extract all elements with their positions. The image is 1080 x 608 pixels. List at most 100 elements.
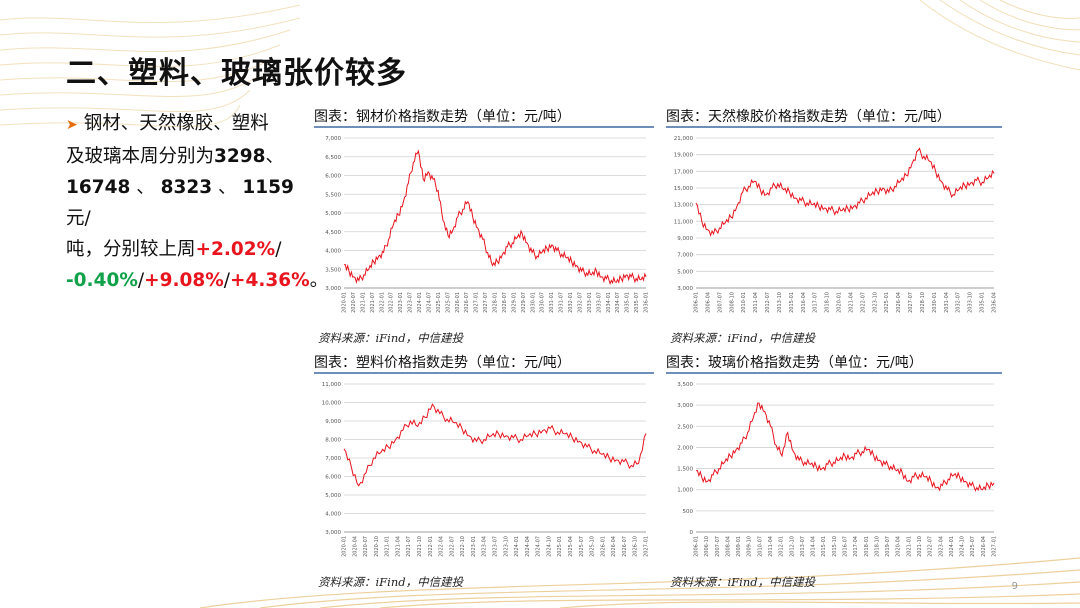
chart-source: 资料来源：iFind，中信建投 <box>670 575 816 589</box>
x-tick-label: 2025-07 <box>445 292 451 313</box>
plastic-change: +9.08% <box>144 270 224 291</box>
y-tick-label: 1,000 <box>677 488 693 494</box>
y-tick-label: 5,000 <box>677 269 693 275</box>
separator: / <box>275 239 282 260</box>
y-tick-label: 8,000 <box>325 438 341 444</box>
series-line <box>695 402 995 492</box>
x-tick-label: 2024-01 <box>949 536 955 557</box>
glass-change: +4.36% <box>230 270 310 291</box>
x-tick-label: 2035-01 <box>980 292 986 313</box>
x-tick-label: 2010-01 <box>741 292 747 313</box>
x-tick-label: 2024-01 <box>514 536 520 557</box>
series-line <box>343 403 647 487</box>
x-tick-label: 2033-07 <box>596 292 602 313</box>
y-tick-label: 500 <box>683 509 694 515</box>
x-tick-label: 2032-01 <box>568 292 574 313</box>
x-tick-label: 2020-04 <box>896 536 902 557</box>
x-tick-label: 2032-07 <box>577 292 583 313</box>
separator: / <box>223 270 231 291</box>
x-tick-label: 2015-01 <box>789 292 795 313</box>
x-tick-label: 2016-04 <box>801 292 807 313</box>
x-tick-label: 2022-07 <box>449 536 455 557</box>
x-tick-label: 2027-01 <box>644 536 650 557</box>
x-tick-label: 2024-07 <box>426 292 432 313</box>
y-tick-label: 19,000 <box>674 153 694 159</box>
separator: 、 <box>130 177 161 198</box>
x-tick-label: 2016-07 <box>843 536 849 557</box>
x-tick-label: 2028-01 <box>493 292 499 313</box>
rubber-change: -0.40% <box>66 270 138 291</box>
y-tick-label: 21,000 <box>674 136 694 142</box>
x-tick-label: 2020-04 <box>352 536 358 557</box>
x-tick-label: 2025-01 <box>884 292 890 313</box>
page-title: 二、塑料、玻璃张价较多 <box>66 56 407 91</box>
x-tick-label: 2021-01 <box>385 536 391 557</box>
x-tick-label: 2023-10 <box>872 292 878 313</box>
x-tick-label: 2008-04 <box>725 536 731 557</box>
chart-glass: 图表：玻璃价格指数走势（单位：元/吨） 0 500 1,000 1,500 2,000 2… <box>666 352 1002 592</box>
x-tick-label: 2029-01 <box>511 292 517 313</box>
x-tick-label: 2030-01 <box>530 292 536 313</box>
chart-title: 图表：塑料价格指数走势（单位：元/吨） <box>314 355 571 371</box>
x-tick-label: 2011-04 <box>753 292 759 313</box>
x-tick-label: 2023-07 <box>408 292 414 313</box>
corner-decoration-top-left <box>0 4 300 127</box>
x-tick-label: 2011-04 <box>768 536 774 557</box>
x-tick-label: 2022-01 <box>428 536 434 557</box>
series-line <box>343 149 647 286</box>
summary-line4: 吨，分别较上周 <box>66 239 196 260</box>
y-tick-label: 5,500 <box>325 192 341 198</box>
x-tick-label: 2024-07 <box>536 536 542 557</box>
x-tick-label: 2017-04 <box>853 536 859 557</box>
plastic-line-chart: 3,000 4,000 5,000 6,000 7,000 8,000 9,000 10,00… <box>322 382 650 557</box>
x-tick-label: 2017-07 <box>813 292 819 313</box>
steel-value: 3298 <box>214 146 266 167</box>
x-tick-label: 2020-10 <box>374 536 380 557</box>
chart-title: 图表：天然橡胶价格指数走势（单位：元/吨） <box>666 109 951 125</box>
separator: 、 <box>212 177 243 198</box>
chart-rubber: 图表：天然橡胶价格指数走势（单位：元/吨） 3,000 5,000 7,000 9,0… <box>666 106 1002 346</box>
y-tick-label: 11,000 <box>674 219 694 225</box>
y-tick-label: 10,000 <box>322 401 342 407</box>
x-tick-label: 2036-01 <box>644 292 650 313</box>
x-tick-label: 2022-07 <box>860 292 866 313</box>
y-tick-label: 7,000 <box>325 136 341 142</box>
x-tick-label: 2012-10 <box>789 536 795 557</box>
x-tick-label: 2014-04 <box>811 536 817 557</box>
y-tick-label: 2,500 <box>677 424 693 430</box>
x-tick-label: 2034-01 <box>606 292 612 313</box>
x-tick-label: 2012-01 <box>779 536 785 557</box>
y-tick-label: 15,000 <box>674 186 694 192</box>
chart-source: 资料来源：iFind，中信建投 <box>318 575 464 589</box>
title-rule <box>666 126 1002 128</box>
plastic-value: 8323 <box>160 177 213 198</box>
y-tick-label: 3,000 <box>325 286 341 292</box>
y-tick-label: 9,000 <box>325 419 341 425</box>
x-tick-label: 2015-10 <box>832 536 838 557</box>
x-tick-label: 2032-07 <box>956 292 962 313</box>
y-tick-label: 3,000 <box>325 530 341 536</box>
y-tick-label: 0 <box>690 530 694 536</box>
x-tick-label: 2021-04 <box>848 292 854 313</box>
bottom-decoration <box>199 557 1080 608</box>
x-tick-label: 2022-07 <box>928 536 934 557</box>
x-tick-label: 2006-01 <box>694 292 700 313</box>
x-tick-label: 2033-10 <box>968 292 974 313</box>
x-tick-label: 2031-04 <box>944 292 950 313</box>
rubber-value: 16748 <box>66 177 131 198</box>
glass-value: 1159 <box>242 177 294 198</box>
x-tick-label: 2020-01 <box>342 292 348 313</box>
x-tick-label: 2022-04 <box>439 536 445 557</box>
x-tick-label: 2026-04 <box>981 536 987 557</box>
x-tick-label: 2006-01 <box>694 536 700 557</box>
y-tick-label: 7,000 <box>677 253 693 259</box>
x-tick-label: 2020-01 <box>837 292 843 313</box>
y-tick-label: 3,000 <box>677 286 693 292</box>
separator: / <box>137 270 145 291</box>
chart-title: 图表：钢材价格指数走势（单位：元/吨） <box>314 109 571 125</box>
x-tick-label: 2022-07 <box>389 292 395 313</box>
x-tick-label: 2021-10 <box>917 536 923 557</box>
x-tick-label: 2023-07 <box>493 536 499 557</box>
x-tick-label: 2025-04 <box>568 536 574 557</box>
x-tick-label: 2019-07 <box>885 536 891 557</box>
